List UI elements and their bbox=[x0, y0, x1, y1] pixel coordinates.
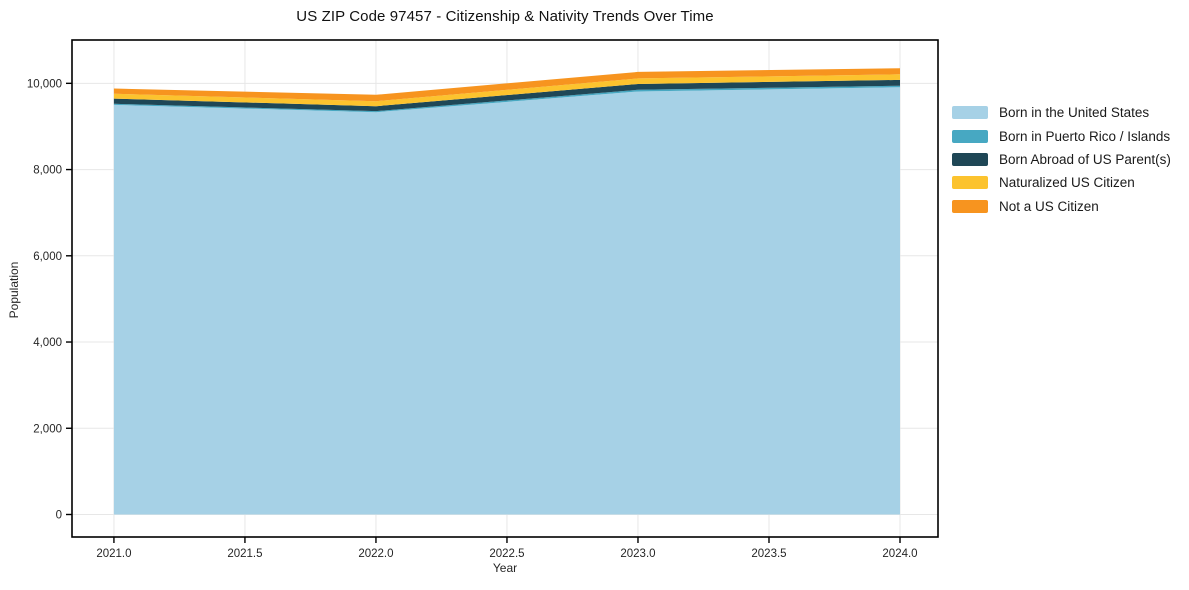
x-tick-label: 2023.5 bbox=[751, 548, 786, 560]
y-tick-label: 10,000 bbox=[27, 78, 62, 90]
area-series bbox=[113, 87, 900, 515]
legend-label: Naturalized US Citizen bbox=[999, 175, 1135, 191]
legend-label: Born in Puerto Rico / Islands bbox=[999, 128, 1171, 144]
legend-item: Naturalized US Citizen bbox=[952, 171, 1171, 194]
legend-label: Not a US Citizen bbox=[999, 198, 1099, 214]
area-series bbox=[113, 68, 900, 102]
legend-label: Born in the United States bbox=[999, 105, 1150, 121]
x-axis-label: Year bbox=[492, 561, 518, 575]
y-tick-label: 2,000 bbox=[33, 423, 62, 435]
area-series bbox=[113, 79, 900, 112]
legend-swatch bbox=[952, 199, 988, 213]
y-tick-label: 0 bbox=[56, 509, 62, 521]
x-tick-label: 2022.5 bbox=[489, 548, 524, 560]
x-tick-label: 2024.0 bbox=[882, 548, 917, 560]
legend-swatch bbox=[952, 152, 988, 166]
y-tick-label: 6,000 bbox=[33, 251, 62, 263]
x-tick-label: 2023.0 bbox=[620, 548, 655, 560]
legend-item: Not a US Citizen bbox=[952, 195, 1171, 218]
legend-item: Born Abroad of US Parent(s) bbox=[952, 148, 1171, 171]
x-tick-label: 2021.0 bbox=[96, 548, 131, 560]
legend-label: Born Abroad of US Parent(s) bbox=[999, 151, 1171, 167]
x-tick-label: 2022.0 bbox=[358, 548, 393, 560]
y-tick-label: 4,000 bbox=[33, 337, 62, 349]
legend-swatch bbox=[952, 176, 988, 190]
legend-item: Born in Puerto Rico / Islands bbox=[952, 124, 1171, 147]
area-series bbox=[113, 74, 900, 107]
y-axis-label: Population bbox=[7, 261, 21, 319]
legend-swatch bbox=[952, 106, 988, 120]
legend-item: Born in the United States bbox=[952, 101, 1171, 124]
plot-border bbox=[71, 39, 939, 538]
legend-swatch bbox=[952, 129, 988, 143]
legend: Born in the United States Born in Puerto … bbox=[952, 101, 1171, 218]
area-series bbox=[113, 85, 900, 113]
x-tick-label: 2021.5 bbox=[227, 548, 262, 560]
chart-title: US ZIP Code 97457 - Citizenship & Nativi… bbox=[296, 8, 714, 25]
y-tick-label: 8,000 bbox=[33, 165, 62, 177]
